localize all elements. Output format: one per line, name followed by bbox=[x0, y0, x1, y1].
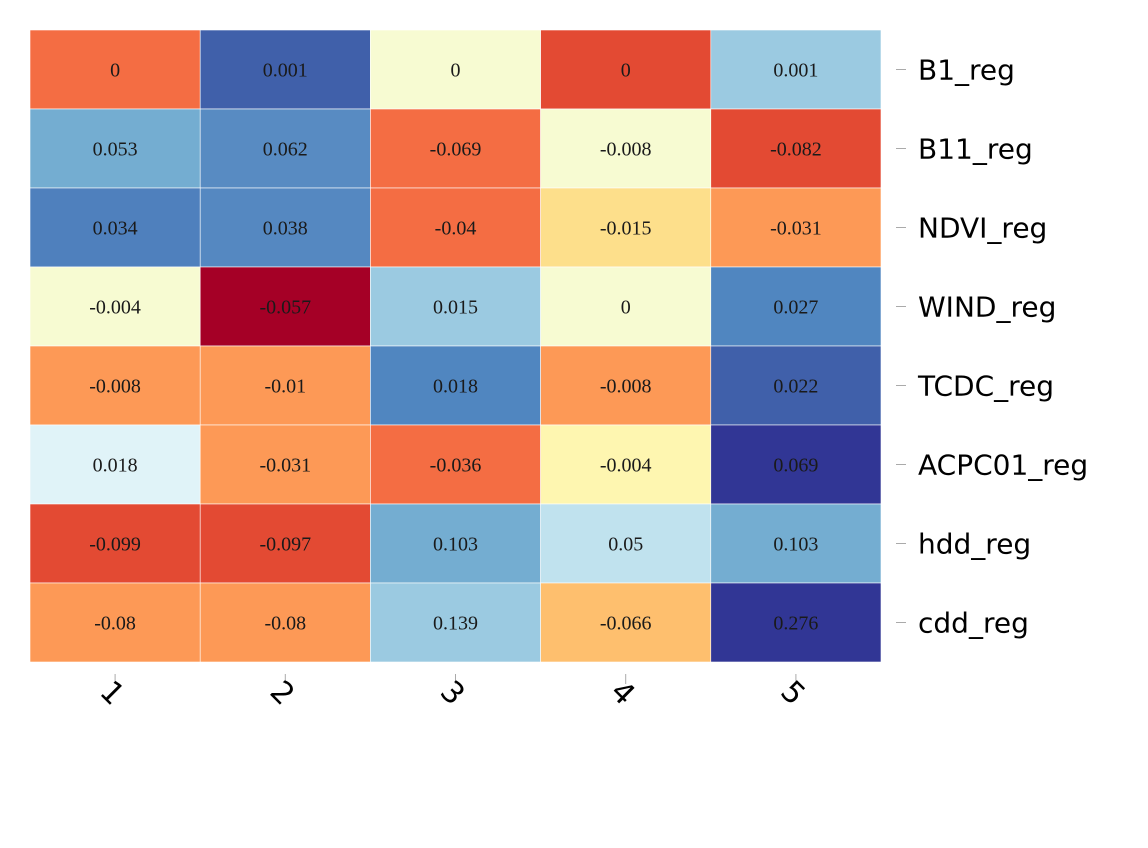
cell-value-label: 0 bbox=[621, 60, 631, 82]
cell-value-label: -0.008 bbox=[89, 376, 141, 398]
heatmap-cells: 0 0.001 0 0 0.001 0.053 0.062 -0.069 -0.008 -0.08… bbox=[29, 29, 882, 663]
cell-value-label: 0.139 bbox=[433, 613, 478, 635]
cell-value-label: -0.057 bbox=[259, 297, 311, 319]
heatmap-cell-r2-c1 bbox=[29, 108, 201, 189]
cell-value-label: 0.103 bbox=[773, 534, 818, 556]
heatmap-cell-r8-c5 bbox=[710, 582, 882, 663]
cell-value-label: 0.027 bbox=[773, 297, 818, 319]
heatmap-cell-r2-c2 bbox=[199, 108, 371, 189]
cell-value-label: -0.097 bbox=[259, 534, 311, 556]
row-label-b1-reg: B1_reg bbox=[918, 54, 1015, 87]
cell-value-label: 0.062 bbox=[263, 139, 308, 161]
heatmap-cell-r1-c2 bbox=[199, 29, 371, 110]
cell-value-label: 0.053 bbox=[93, 139, 138, 161]
column-label-4: 4 bbox=[603, 674, 641, 712]
cell-value-label: 0.038 bbox=[263, 218, 308, 240]
heatmap-cell-r5-c5 bbox=[710, 345, 882, 426]
cell-value-label: -0.004 bbox=[600, 455, 652, 477]
heatmap-cell-r1-c4 bbox=[540, 29, 712, 110]
cell-value-label: -0.036 bbox=[430, 455, 482, 477]
column-labels: 1 2 3 4 5 bbox=[93, 674, 812, 712]
column-label-2: 2 bbox=[263, 674, 301, 712]
heatmap-cell-r3-c3 bbox=[370, 187, 541, 268]
cell-value-label: 0.001 bbox=[263, 60, 308, 82]
row-label-b11-reg: B11_reg bbox=[918, 133, 1033, 166]
row-label-hdd-reg: hdd_reg bbox=[918, 528, 1031, 561]
row-label-cdd-reg: cdd_reg bbox=[918, 607, 1029, 640]
heatmap-cell-r8-c2 bbox=[199, 582, 371, 663]
heatmap-cell-r6-c2 bbox=[199, 424, 371, 505]
column-label-1: 1 bbox=[93, 674, 131, 712]
cell-value-label: -0.099 bbox=[89, 534, 141, 556]
heatmap-cell-r3-c5 bbox=[710, 187, 882, 268]
cell-value-label: -0.008 bbox=[600, 139, 652, 161]
cell-value-label: -0.08 bbox=[264, 613, 306, 635]
heatmap-cell-r8-c1 bbox=[29, 582, 201, 663]
cell-value-label: -0.015 bbox=[600, 218, 652, 240]
cell-value-label: -0.004 bbox=[89, 297, 141, 319]
heatmap-cell-r2-c3 bbox=[370, 108, 541, 189]
cell-value-label: -0.01 bbox=[264, 376, 306, 398]
row-label-wind-reg: WIND_reg bbox=[918, 291, 1056, 324]
cell-value-label: -0.08 bbox=[94, 613, 136, 635]
cell-value-label: 0.018 bbox=[433, 376, 478, 398]
cell-value-label: -0.069 bbox=[430, 139, 482, 161]
heatmap-cell-r7-c5 bbox=[710, 503, 882, 584]
cell-value-label: -0.031 bbox=[259, 455, 311, 477]
heatmap-cell-r4-c4 bbox=[540, 266, 712, 347]
cell-value-label: 0.015 bbox=[433, 297, 478, 319]
heatmap-cell-r3-c2 bbox=[199, 187, 371, 268]
column-label-3: 3 bbox=[433, 674, 471, 712]
heatmap-cell-r1-c3 bbox=[370, 29, 541, 110]
cell-value-label: -0.082 bbox=[770, 139, 822, 161]
heatmap-cell-r1-c5 bbox=[710, 29, 882, 110]
heatmap-cell-r4-c2 bbox=[199, 266, 371, 347]
heatmap-cell-r4-c3 bbox=[370, 266, 541, 347]
heatmap-cell-r6-c1 bbox=[29, 424, 201, 505]
heatmap-cell-r6-c3 bbox=[370, 424, 541, 505]
heatmap-cell-r4-c5 bbox=[710, 266, 882, 347]
heatmap-cell-r7-c1 bbox=[29, 503, 201, 584]
heatmap-cell-r8-c3 bbox=[370, 582, 541, 663]
heatmap-cell-r5-c2 bbox=[199, 345, 371, 426]
cell-value-label: 0.034 bbox=[93, 218, 138, 240]
cell-value-label: -0.04 bbox=[435, 218, 477, 240]
heatmap-cell-r4-c1 bbox=[29, 266, 201, 347]
cell-value-label: 0.022 bbox=[773, 376, 818, 398]
cell-value-label: 0.001 bbox=[773, 60, 818, 82]
row-label-acpc01-reg: ACPC01_reg bbox=[918, 449, 1088, 482]
heatmap-cell-r6-c4 bbox=[540, 424, 712, 505]
cell-value-label: 0 bbox=[451, 60, 461, 82]
heatmap-cell-r7-c4 bbox=[540, 503, 712, 584]
row-label-tcdc-reg: TCDC_reg bbox=[917, 370, 1054, 403]
cell-value-label: -0.008 bbox=[600, 376, 652, 398]
cell-value-label: 0 bbox=[110, 60, 120, 82]
heatmap-cell-r5-c1 bbox=[29, 345, 201, 426]
cell-value-label: -0.066 bbox=[600, 613, 652, 635]
cell-value-label: 0.103 bbox=[433, 534, 478, 556]
heatmap-cell-r3-c4 bbox=[540, 187, 712, 268]
row-labels: B1_reg B11_reg NDVI_reg WIND_reg TCDC_reg ACP… bbox=[896, 54, 1088, 640]
heatmap-cell-r6-c5 bbox=[710, 424, 882, 505]
cell-value-label: 0.018 bbox=[93, 455, 138, 477]
heatmap-cell-r2-c5 bbox=[710, 108, 882, 189]
cell-value-label: 0.069 bbox=[773, 455, 818, 477]
column-label-5: 5 bbox=[773, 674, 811, 712]
heatmap-cell-r8-c4 bbox=[540, 582, 712, 663]
cell-value-label: 0.05 bbox=[608, 534, 643, 556]
row-label-ndvi-reg: NDVI_reg bbox=[918, 212, 1047, 245]
cell-value-label: -0.031 bbox=[770, 218, 822, 240]
heatmap-cell-r5-c3 bbox=[370, 345, 541, 426]
cell-value-label: 0 bbox=[621, 297, 631, 319]
cell-value-label: 0.276 bbox=[773, 613, 818, 635]
heatmap-cell-r1-c1 bbox=[29, 29, 201, 110]
